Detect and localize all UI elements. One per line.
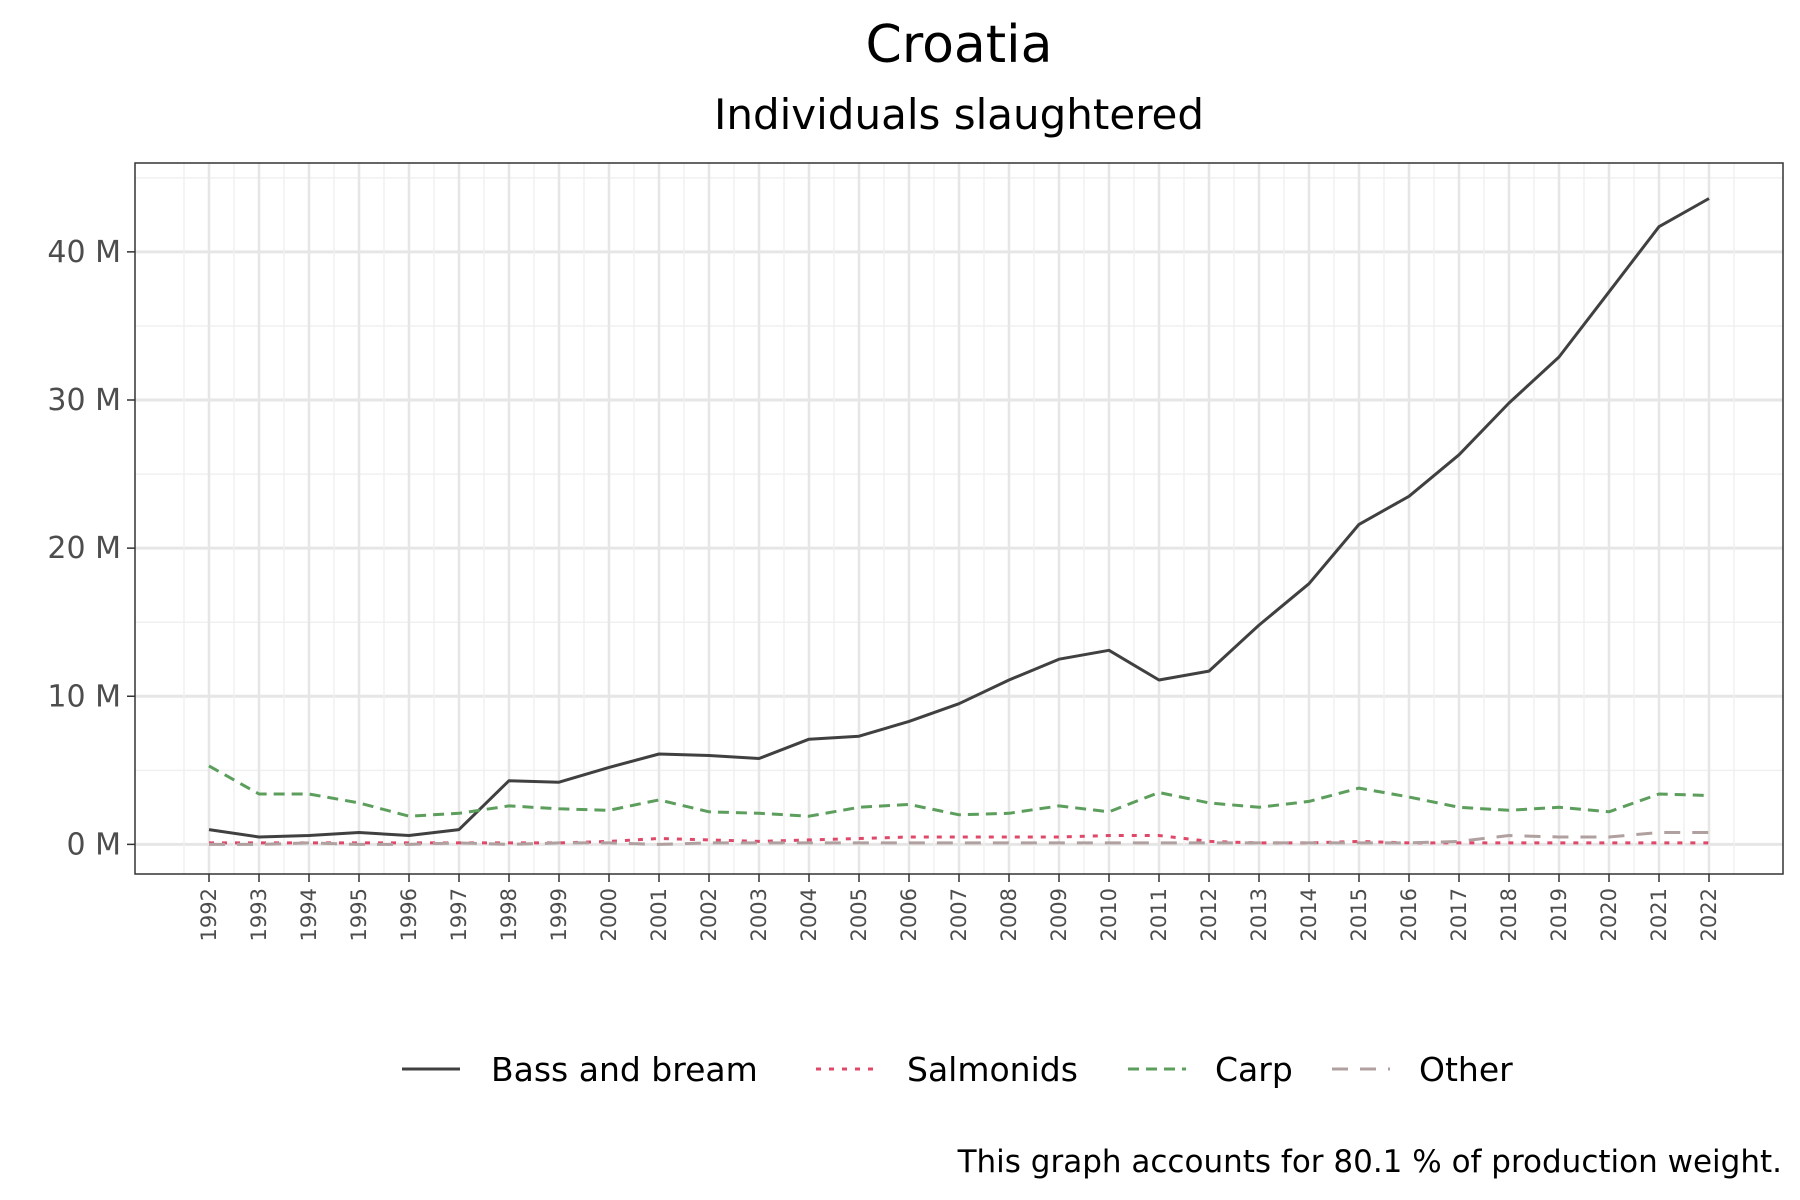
x-tick-label: 2021	[1647, 888, 1671, 941]
x-tick-label: 2007	[947, 888, 971, 941]
x-tick-label: 1998	[497, 888, 521, 941]
x-tick-label: 2014	[1297, 888, 1321, 941]
legend-label-bass-and-bream: Bass and bream	[491, 1050, 758, 1089]
series-line-carp	[208, 764, 1710, 818]
chart-title: Croatia	[866, 15, 1053, 75]
x-tick-label: 1996	[397, 888, 421, 941]
x-tick-label: 2022	[1697, 888, 1721, 941]
x-tick-label: 2011	[1147, 888, 1171, 941]
x-tick-label: 2002	[697, 888, 721, 941]
x-tick-label: 2009	[1047, 888, 1071, 941]
y-tick-label: 40 M	[47, 235, 121, 270]
series-lines	[208, 197, 1710, 846]
x-tick-label: 2005	[847, 888, 871, 941]
x-tick-label: 2016	[1397, 888, 1421, 941]
x-tick-label: 2019	[1547, 888, 1571, 941]
x-tick-label: 2020	[1597, 888, 1621, 941]
x-tick-label: 2018	[1497, 888, 1521, 941]
x-tick-label: 1999	[547, 888, 571, 941]
x-tick-label: 2001	[647, 888, 671, 941]
x-tick-label: 1993	[247, 888, 271, 941]
chart-subtitle: Individuals slaughtered	[714, 90, 1204, 139]
x-tick-label: 2013	[1247, 888, 1271, 941]
x-tick-label: 2017	[1447, 888, 1471, 941]
x-tick-label: 2010	[1097, 888, 1121, 941]
legend: Bass and bream Salmonids Carp Other	[402, 1050, 1513, 1089]
x-tick-label: 2004	[797, 888, 821, 941]
y-tick-label: 20 M	[47, 531, 121, 566]
x-tick-label: 2015	[1347, 888, 1371, 941]
grid	[135, 163, 1783, 874]
x-tick-label: 1997	[447, 888, 471, 941]
x-tick-label: 2008	[997, 888, 1021, 941]
chart-caption: This graph accounts for 80.1 % of produc…	[957, 1144, 1782, 1180]
x-tick-label: 2003	[747, 888, 771, 941]
legend-label-carp: Carp	[1215, 1050, 1293, 1089]
legend-label-other: Other	[1419, 1050, 1513, 1089]
axes: 0 M 10 M 20 M 30 M 40 M 1992 1993 1994 1995 1996 1…	[47, 235, 1721, 942]
y-tick-label: 0 M	[66, 827, 121, 862]
series-line-salmonids	[209, 834, 1709, 845]
x-tick-label: 2012	[1197, 888, 1221, 941]
x-tick-label: 2000	[597, 888, 621, 941]
x-tick-label: 1994	[297, 888, 321, 941]
y-tick-label: 10 M	[47, 679, 121, 714]
x-tick-label: 2006	[897, 888, 921, 941]
y-tick-label: 30 M	[47, 383, 121, 418]
x-tick-label: 1995	[347, 888, 371, 941]
x-tick-label: 1992	[197, 888, 221, 941]
series-line-bass-and-bream	[208, 197, 1710, 839]
legend-label-salmonids: Salmonids	[907, 1050, 1078, 1089]
